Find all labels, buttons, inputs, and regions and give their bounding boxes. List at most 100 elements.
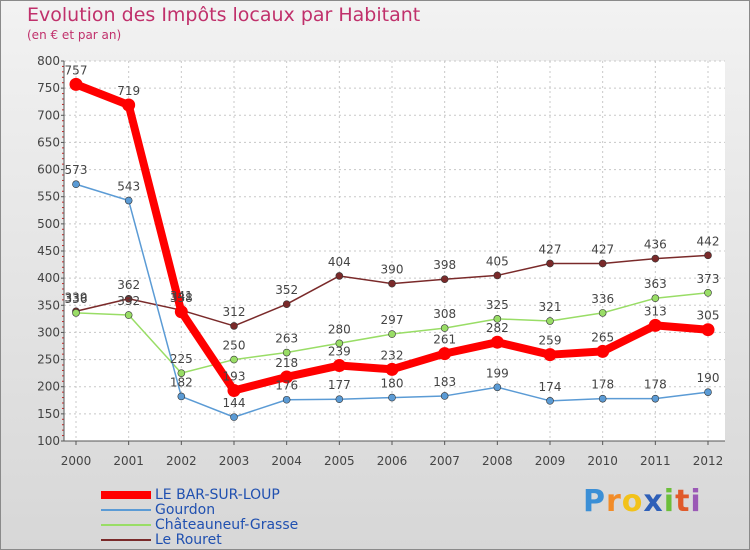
data-label: 193 — [223, 370, 246, 384]
data-point — [122, 98, 136, 112]
data-point — [701, 323, 715, 337]
data-label: 398 — [433, 258, 456, 272]
data-point — [230, 322, 238, 330]
data-point — [230, 413, 238, 421]
data-point — [546, 259, 554, 268]
data-label: 332 — [117, 294, 140, 308]
data-point — [493, 383, 502, 392]
logo-letter: i — [690, 484, 702, 519]
data-label: 543 — [117, 180, 140, 194]
y-tick-label: 150 — [37, 407, 60, 421]
data-label: 176 — [275, 379, 298, 393]
data-label: 182 — [170, 375, 193, 389]
data-point — [388, 279, 396, 288]
x-tick-label: 2010 — [587, 454, 618, 468]
y-tick-label: 250 — [37, 353, 60, 367]
data-label: 757 — [65, 63, 88, 77]
data-label: 250 — [223, 339, 246, 353]
y-tick-label: 550 — [37, 190, 60, 204]
legend-label: LE BAR-SUR-LOUP — [155, 486, 280, 503]
x-tick-label: 2004 — [271, 454, 302, 468]
x-tick-label: 2005 — [324, 454, 355, 468]
data-point — [282, 348, 291, 357]
x-tick-label: 2000 — [61, 454, 92, 468]
legend-label: Le Rouret — [155, 531, 222, 548]
logo-letter: t — [675, 484, 691, 519]
data-label: 305 — [697, 309, 720, 323]
data-point — [440, 392, 449, 400]
data-point — [124, 196, 133, 205]
data-point — [69, 77, 83, 91]
data-label: 436 — [644, 238, 667, 252]
data-point — [493, 271, 502, 280]
data-point — [282, 395, 291, 404]
data-label: 261 — [433, 333, 456, 347]
data-label: 259 — [539, 334, 562, 348]
data-label: 239 — [328, 345, 351, 359]
data-point — [124, 311, 133, 319]
data-point — [493, 315, 502, 323]
data-label: 178 — [591, 378, 614, 392]
data-point — [440, 324, 449, 332]
data-label: 183 — [433, 375, 456, 389]
data-point — [72, 309, 80, 317]
data-label: 362 — [117, 278, 140, 292]
y-tick-label: 350 — [37, 298, 60, 312]
data-label: 363 — [644, 277, 667, 291]
legend-item: Châteauneuf-Grasse — [101, 516, 299, 533]
data-point — [704, 251, 712, 260]
data-label: 225 — [170, 352, 193, 366]
data-label: 341 — [170, 289, 193, 303]
data-label: 218 — [275, 356, 298, 370]
data-point — [282, 300, 291, 309]
y-tick-label: 750 — [37, 81, 60, 95]
data-label: 263 — [275, 332, 298, 346]
data-label: 573 — [65, 163, 88, 177]
data-label: 427 — [591, 242, 614, 256]
data-label: 144 — [223, 396, 246, 410]
data-label: 313 — [644, 304, 667, 318]
y-tick-label: 450 — [37, 244, 60, 258]
data-point — [704, 388, 712, 396]
legend-label: Châteauneuf-Grasse — [155, 516, 299, 533]
data-point — [227, 384, 241, 398]
data-label: 404 — [328, 255, 351, 269]
data-point — [230, 355, 238, 364]
data-label: 442 — [697, 234, 720, 248]
logo-letter: x — [643, 484, 664, 519]
x-tick-label: 2007 — [429, 454, 460, 468]
data-point — [546, 397, 554, 405]
data-point — [543, 348, 557, 362]
data-point — [490, 335, 504, 349]
legend-item: Le Rouret — [101, 531, 298, 548]
data-point — [335, 395, 344, 404]
legend-swatch — [101, 490, 151, 499]
data-point — [335, 272, 344, 280]
data-point — [335, 339, 344, 348]
y-tick-label: 600 — [37, 163, 60, 177]
data-label: 373 — [697, 272, 720, 286]
data-point — [124, 294, 133, 303]
logo-letter: i — [663, 484, 676, 519]
legend-item: LE BAR-SUR-LOUP — [101, 486, 298, 503]
data-label: 174 — [539, 380, 562, 394]
legend-swatch — [101, 508, 151, 511]
x-tick-label: 2008 — [482, 454, 513, 468]
data-label: 719 — [117, 84, 140, 98]
data-point — [177, 369, 186, 377]
data-point — [440, 275, 449, 284]
data-point — [388, 330, 396, 338]
data-point — [598, 259, 607, 268]
data-label: 352 — [275, 283, 298, 297]
data-point — [72, 180, 80, 189]
x-tick-label: 2006 — [377, 454, 408, 468]
data-point — [280, 370, 294, 384]
x-tick-label: 2009 — [535, 454, 566, 468]
data-point — [546, 317, 554, 325]
x-tick-label: 2002 — [166, 454, 197, 468]
y-tick-label: 300 — [37, 325, 60, 339]
y-tick-label: 800 — [37, 54, 60, 68]
y-tick-label: 100 — [37, 434, 60, 448]
